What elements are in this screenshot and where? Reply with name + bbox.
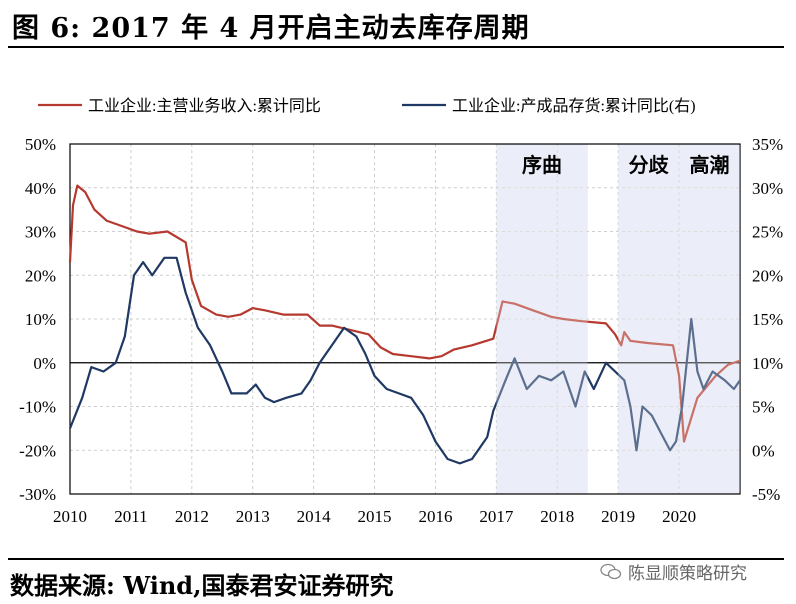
y-tick-label-right: 20% bbox=[752, 266, 783, 285]
x-tick-label: 2016 bbox=[418, 507, 452, 526]
region-label: 序曲 bbox=[522, 153, 562, 177]
y-tick-label-right: 15% bbox=[752, 310, 783, 329]
x-tick-label: 2019 bbox=[601, 507, 635, 526]
region-label: 高潮 bbox=[690, 153, 730, 177]
y-tick-label-right: 10% bbox=[752, 354, 783, 373]
series-line bbox=[68, 184, 741, 443]
legend-label: 工业企业:主营业务收入:累计同比 bbox=[88, 97, 321, 115]
x-tick-label: 2018 bbox=[540, 507, 574, 526]
source-note: 数据来源: Wind,国泰君安证券研究 bbox=[10, 571, 394, 600]
wechat-icon bbox=[600, 563, 622, 579]
shaded-veil bbox=[496, 145, 588, 493]
watermark: 陈显顺策略研究 bbox=[600, 559, 747, 584]
shaded-veil bbox=[618, 145, 680, 493]
series-line bbox=[68, 256, 741, 465]
figure-title: 图 6: 2017 年 4 月开启主动去库存周期 bbox=[12, 13, 530, 44]
title-underline bbox=[8, 46, 784, 48]
y-tick-label-left: -20% bbox=[19, 441, 56, 460]
x-tick-label: 2010 bbox=[53, 507, 87, 526]
y-tick-label-right: 0% bbox=[752, 441, 775, 460]
plot-frame bbox=[69, 143, 741, 495]
y-tick-label-left: 10% bbox=[25, 310, 56, 329]
x-tick-label: 2017 bbox=[479, 507, 514, 526]
y-tick-label-left: 40% bbox=[25, 179, 56, 198]
y-tick-label-right: 30% bbox=[752, 179, 783, 198]
x-tick-label: 2014 bbox=[297, 507, 332, 526]
x-tick-label: 2015 bbox=[358, 507, 392, 526]
y-tick-label-right: -5% bbox=[752, 485, 780, 504]
y-tick-label-right: 5% bbox=[752, 398, 775, 417]
y-tick-label-left: 20% bbox=[25, 266, 56, 285]
y-tick-label-left: -10% bbox=[19, 398, 56, 417]
watermark-text: 陈显顺策略研究 bbox=[628, 564, 747, 584]
y-tick-label-left: -30% bbox=[19, 485, 56, 504]
y-tick-label-left: 30% bbox=[25, 223, 56, 242]
x-tick-label: 2011 bbox=[114, 507, 147, 526]
y-tick-label-left: 0% bbox=[33, 354, 56, 373]
x-tick-label: 2013 bbox=[236, 507, 270, 526]
x-tick-label: 2020 bbox=[662, 507, 696, 526]
y-tick-label-right: 35% bbox=[752, 135, 783, 154]
source-divider bbox=[8, 558, 784, 560]
y-tick-label-right: 25% bbox=[752, 223, 783, 242]
y-tick-label-left: 50% bbox=[25, 135, 56, 154]
region-label: 分歧 bbox=[629, 153, 670, 177]
x-tick-label: 2012 bbox=[175, 507, 209, 526]
legend-label: 工业企业:产成品存货:累计同比(右) bbox=[452, 97, 696, 115]
line-chart: 工业企业:主营业务收入:累计同比 工业企业:产成品存货:累计同比(右) 50% 40%… bbox=[19, 97, 783, 526]
shaded-veil bbox=[679, 145, 740, 493]
